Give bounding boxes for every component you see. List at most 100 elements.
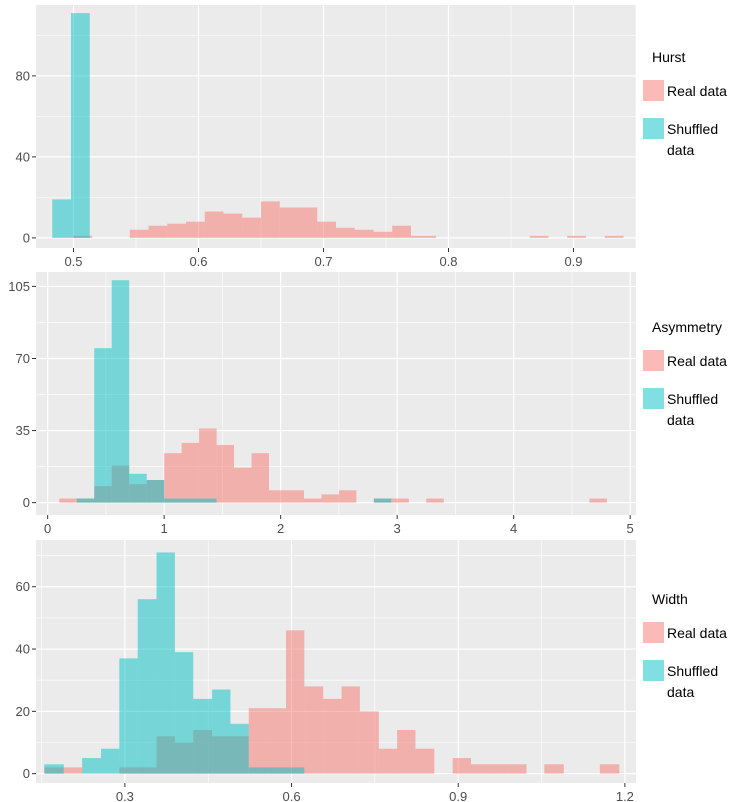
histogram-bar: [137, 599, 157, 774]
histogram-bar: [471, 764, 490, 774]
histogram-bar: [392, 225, 411, 238]
legend-asymmetry: Asymmetry Real data Shuffled data: [643, 319, 727, 428]
histogram-bar: [286, 767, 305, 774]
panel-hurst: 0.5 0.6 0.7 0.8 0.9 0 40 80 Hurst Real data Shuffl…: [16, 5, 727, 269]
x-tick-label: 3: [394, 521, 401, 536]
y-tick-label: 0: [23, 495, 30, 510]
legend-key-shuffled-data: [643, 118, 664, 139]
legend-label: Real data: [667, 625, 727, 641]
histogram-bar: [199, 498, 217, 503]
histogram-bar: [599, 764, 620, 774]
histogram-bar: [589, 498, 607, 503]
histogram-bar: [323, 698, 342, 774]
histogram-bar: [303, 498, 322, 503]
histogram-bar: [567, 235, 586, 238]
histogram-bar: [317, 221, 336, 238]
panel-background: [36, 5, 636, 248]
legend-key-shuffled-data: [643, 660, 664, 681]
histogram-bar: [341, 686, 360, 774]
histogram-bar: [59, 498, 77, 503]
histogram-bar: [71, 13, 90, 238]
histogram-bar: [119, 658, 138, 774]
x-tick-label: 0.6: [189, 254, 207, 269]
histogram-bar: [359, 711, 379, 774]
legend-width: Width Real data Shuffled data: [643, 591, 727, 700]
histogram-bar: [248, 767, 268, 774]
histogram-bar: [411, 235, 436, 238]
histogram-bar: [223, 213, 243, 238]
histogram-bar: [336, 227, 355, 238]
histogram-bar: [146, 479, 165, 503]
x-tick-label: 0.9: [564, 254, 582, 269]
histogram-bar: [181, 498, 200, 503]
x-tick-label: 4: [510, 521, 517, 536]
histogram-bar: [156, 552, 175, 774]
legend-label: Real data: [667, 83, 727, 99]
histogram-bar: [391, 498, 409, 503]
y-tick-label: 40: [16, 642, 30, 657]
histogram-bar: [452, 758, 471, 774]
series-real-data: [73, 201, 624, 238]
y-tick-label: 40: [16, 149, 30, 164]
histogram-bar: [251, 453, 270, 503]
histogram-bar: [94, 348, 112, 503]
histogram-bar: [529, 235, 549, 238]
x-tick-label: 0.7: [314, 254, 332, 269]
series-shuffled-data: [76, 280, 392, 503]
histogram-bar: [426, 498, 444, 503]
y-tick-label: 70: [16, 351, 30, 366]
histogram-bar: [338, 490, 357, 503]
y-tick-label: 0: [23, 766, 30, 781]
histogram-bar: [101, 748, 120, 774]
histogram-bar: [174, 652, 194, 774]
legend-key-shuffled-data: [643, 388, 664, 409]
histogram-bar: [261, 201, 280, 238]
x-tick-label: 1: [161, 521, 168, 536]
legend-label: Real data: [667, 353, 727, 369]
y-tick-label: 20: [16, 704, 30, 719]
histogram-bar: [378, 748, 398, 774]
legend-label: Shuffled: [667, 391, 718, 407]
x-tick-label: 2: [277, 521, 284, 536]
histogram-bar: [242, 217, 261, 238]
x-tick-label: 5: [627, 521, 634, 536]
histogram-bar: [286, 490, 304, 503]
histogram-bar: [216, 444, 235, 503]
series-shuffled-data: [44, 552, 305, 774]
x-tick-label: 0.5: [64, 254, 82, 269]
histogram-bar: [489, 764, 509, 774]
histogram-bar: [304, 686, 324, 774]
histogram-bar: [373, 498, 392, 503]
histogram-bar: [44, 764, 64, 774]
x-tick-label: 1.2: [616, 789, 634, 802]
legend-label: Shuffled: [667, 663, 718, 679]
histogram-bar: [269, 490, 287, 503]
y-tick-label: 105: [8, 279, 30, 294]
panel-asymmetry: 0 1 2 3 4 5 0 35 70 105 Asymmetry Real data Shuffled…: [8, 272, 727, 536]
legend-hurst: Hurst Real data Shuffled data: [643, 49, 727, 158]
histogram-bar: [52, 199, 71, 238]
legend-label: data: [667, 412, 694, 428]
y-tick-label: 80: [16, 68, 30, 83]
histogram-bar: [111, 280, 130, 503]
y-tick-label: 0: [23, 230, 30, 245]
histogram-bar: [148, 225, 168, 238]
x-tick-label: 0.6: [283, 789, 301, 802]
legend-key-real-data: [643, 80, 664, 101]
histogram-bar: [82, 758, 101, 774]
x-tick-label: 0.8: [439, 254, 457, 269]
x-tick-label: 0.3: [116, 789, 134, 802]
histogram-bar: [193, 698, 213, 774]
histogram-bar: [354, 229, 374, 238]
histogram-bar: [248, 708, 268, 774]
histogram-bar: [604, 235, 624, 238]
histogram-bar: [397, 730, 416, 774]
series-shuffled-data: [52, 13, 90, 238]
histogram-bar: [212, 689, 231, 774]
histogram-bar: [279, 207, 299, 238]
legend-key-real-data: [643, 622, 664, 643]
histogram-bar: [181, 442, 200, 503]
histogram-bar: [129, 473, 147, 503]
histogram-bar: [76, 498, 95, 503]
